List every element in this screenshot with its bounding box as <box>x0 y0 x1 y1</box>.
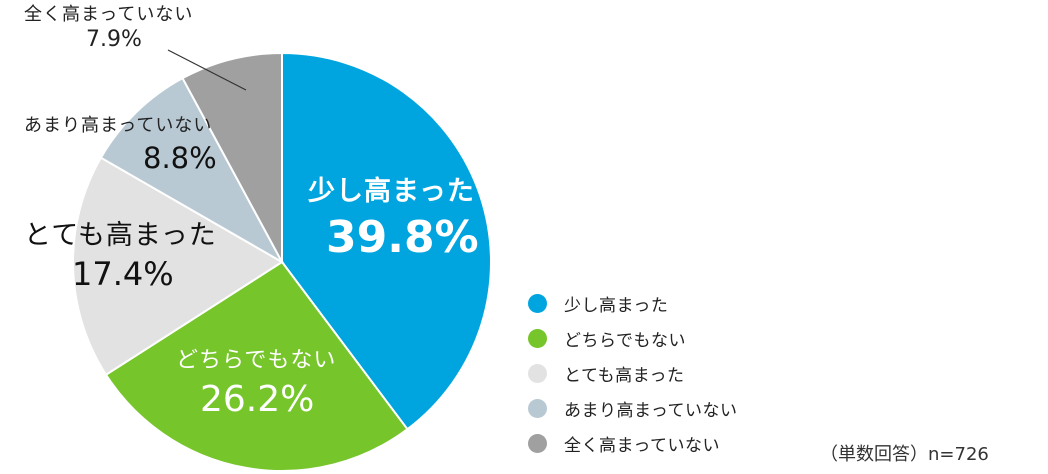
legend-label: 全く高まっていない <box>564 436 720 456</box>
legend-label: あまり高まっていない <box>564 401 738 421</box>
slice-neither <box>104 260 409 472</box>
legend-label: 少し高まった <box>564 296 669 316</box>
slice-value-not-at-all: 7.9% <box>86 27 142 52</box>
slice-value-not-much: 8.8% <box>143 141 217 175</box>
slice-value-very: 17.4% <box>72 255 174 293</box>
legend: 少し高まった どちらでもない とても高まった あまり高まっていない 全く高まって… <box>528 286 737 461</box>
legend-item-not-much: あまり高まっていない <box>528 391 737 426</box>
legend-swatch <box>528 434 547 453</box>
legend-item-neither: どちらでもない <box>528 321 737 356</box>
slice-label-not-at-all: 全く高まっていない <box>24 4 194 25</box>
legend-label: どちらでもない <box>564 331 686 351</box>
slice-not-much <box>99 76 285 265</box>
leader-line-not-at-all <box>167 49 247 91</box>
pie-slices <box>72 51 492 472</box>
legend-swatch <box>528 329 547 348</box>
slice-label-not-much: あまり高まっていない <box>24 115 213 136</box>
slice-very <box>72 156 284 377</box>
legend-swatch <box>528 294 547 313</box>
sample-size-note: （単数回答）n=726 <box>820 444 989 465</box>
slice-label-a-little: 少し高まった <box>308 176 475 207</box>
slice-value-a-little: 39.8% <box>326 212 479 263</box>
slice-not-at-all <box>181 51 283 263</box>
legend-label: とても高まった <box>564 366 685 386</box>
legend-item-not-at-all: 全く高まっていない <box>528 426 737 461</box>
legend-item-a-little: 少し高まった <box>528 286 737 321</box>
legend-swatch <box>528 364 547 383</box>
legend-item-very: とても高まった <box>528 356 737 391</box>
slice-a-little <box>281 51 492 431</box>
slice-label-very: とても高まった <box>24 220 217 251</box>
slice-label-neither: どちらでもない <box>176 348 337 373</box>
slice-value-neither: 26.2% <box>200 379 315 420</box>
legend-swatch <box>528 399 547 418</box>
